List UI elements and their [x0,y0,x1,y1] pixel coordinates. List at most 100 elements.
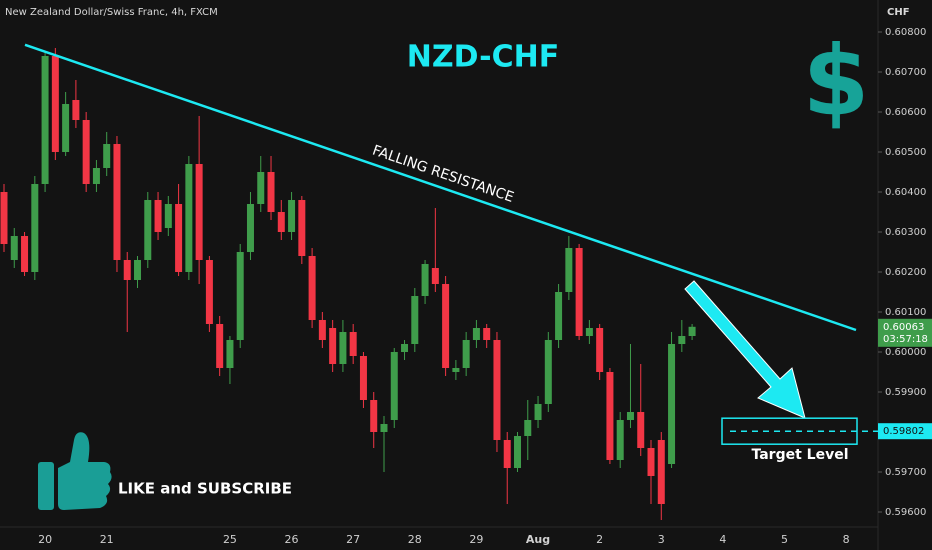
candle-body [524,420,532,436]
candle-body [431,268,439,284]
source-label: New Zealand Dollar/Swiss Franc, 4h, FXCM [5,7,218,18]
candle-body [544,340,552,404]
candle-body [503,440,511,468]
candle-body [236,252,244,340]
candle-body [82,120,90,184]
x-tick-label: 26 [285,533,299,546]
candle-body [442,284,450,368]
target-label: Target Level [751,447,848,463]
candle-body [688,326,696,336]
candle-body [154,200,162,232]
candle-body [616,420,624,460]
candle-body [329,328,337,364]
candle-body [144,200,152,260]
y-tick-label: 0.59600 [885,507,926,518]
y-tick-label: 0.60400 [885,187,926,198]
candle-body [41,56,49,184]
dollar-icon: $ [803,25,870,137]
candle-body [555,292,563,340]
candle-body [462,340,470,368]
candle-body [318,320,326,340]
candle-body [647,448,655,476]
x-tick-label: 20 [38,533,52,546]
candle-body [483,328,491,340]
candle-body [339,332,347,364]
candle-body [637,412,645,448]
last-price-box [878,318,932,347]
y-tick-label: 0.59700 [885,467,926,478]
candle-body [472,328,480,340]
candle-body [134,260,142,280]
candle-body [205,260,213,324]
target-arrow [684,280,806,419]
candle-body [452,368,460,372]
candle-body [401,344,409,352]
candle-body [493,340,501,440]
candle-body [246,204,254,252]
candle-body [72,100,80,120]
x-tick-label: 5 [781,533,788,546]
candle-body [349,332,357,356]
candle-body [216,324,224,368]
candle-body [565,248,573,292]
currency-label: CHF [887,7,910,18]
candle-body [226,340,234,368]
candle-body [92,168,100,184]
candle-body [257,172,265,204]
trendline [24,43,857,332]
candle-body [195,164,203,260]
candle-body [606,372,614,460]
candle-body [678,336,686,344]
candle-body [62,104,70,152]
cta-text: LIKE and SUBSCRIBE [118,480,292,498]
candle-body [113,144,121,260]
target-price-box [878,423,932,440]
candle-body [359,356,367,400]
y-tick-label: 0.60600 [885,107,926,118]
last-price-label: 0.60063 [883,322,924,333]
x-tick-label: 4 [719,533,726,546]
y-tick-label: 0.60100 [885,307,926,318]
thumbs-up-icon [38,432,112,510]
x-tick-label: 27 [346,533,360,546]
candle-body [514,436,521,468]
candle-body [267,172,275,212]
target-price-label: 0.59802 [883,426,924,437]
chart-title: NZD-CHF [407,40,559,75]
y-tick-label: 0.60500 [885,147,926,158]
x-tick-label: 28 [408,533,422,546]
candle-body [123,260,131,280]
candle-body [21,236,29,272]
x-tick-label: Aug [526,533,550,546]
candle-body [175,204,183,272]
candle-body [51,56,59,152]
x-tick-label: 2 [596,533,603,546]
candle-body [298,200,306,256]
candle-body [10,236,18,260]
candle-body [288,200,296,232]
candle-body [185,164,193,272]
x-tick-label: 8 [843,533,850,546]
y-tick-label: 0.60200 [885,267,926,278]
y-tick-label: 0.60700 [885,67,926,78]
y-tick-label: 0.60000 [885,347,926,358]
candle-body [596,328,604,372]
candle-body [380,424,388,432]
y-tick-label: 0.59900 [885,387,926,398]
candle-body [308,256,316,320]
y-tick-label: 0.60300 [885,227,926,238]
candle-body [668,344,676,464]
candle-body [421,264,429,296]
candle-body [103,144,111,168]
candle-body [575,248,583,336]
candle-body [626,412,634,420]
x-tick-label: 3 [658,533,665,546]
x-tick-label: 29 [469,533,483,546]
candle-body [585,328,593,336]
y-tick-label: 0.60800 [885,27,926,38]
x-tick-label: 21 [100,533,114,546]
candle-body [164,204,172,228]
countdown-label: 03:57:18 [883,334,928,345]
